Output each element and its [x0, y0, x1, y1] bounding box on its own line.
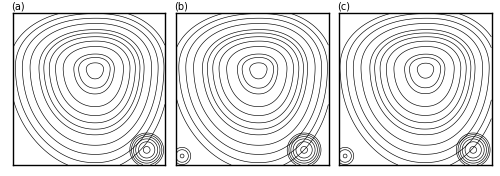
- Text: (a): (a): [11, 1, 24, 11]
- Text: (b): (b): [174, 1, 188, 11]
- Text: (c): (c): [338, 1, 350, 11]
